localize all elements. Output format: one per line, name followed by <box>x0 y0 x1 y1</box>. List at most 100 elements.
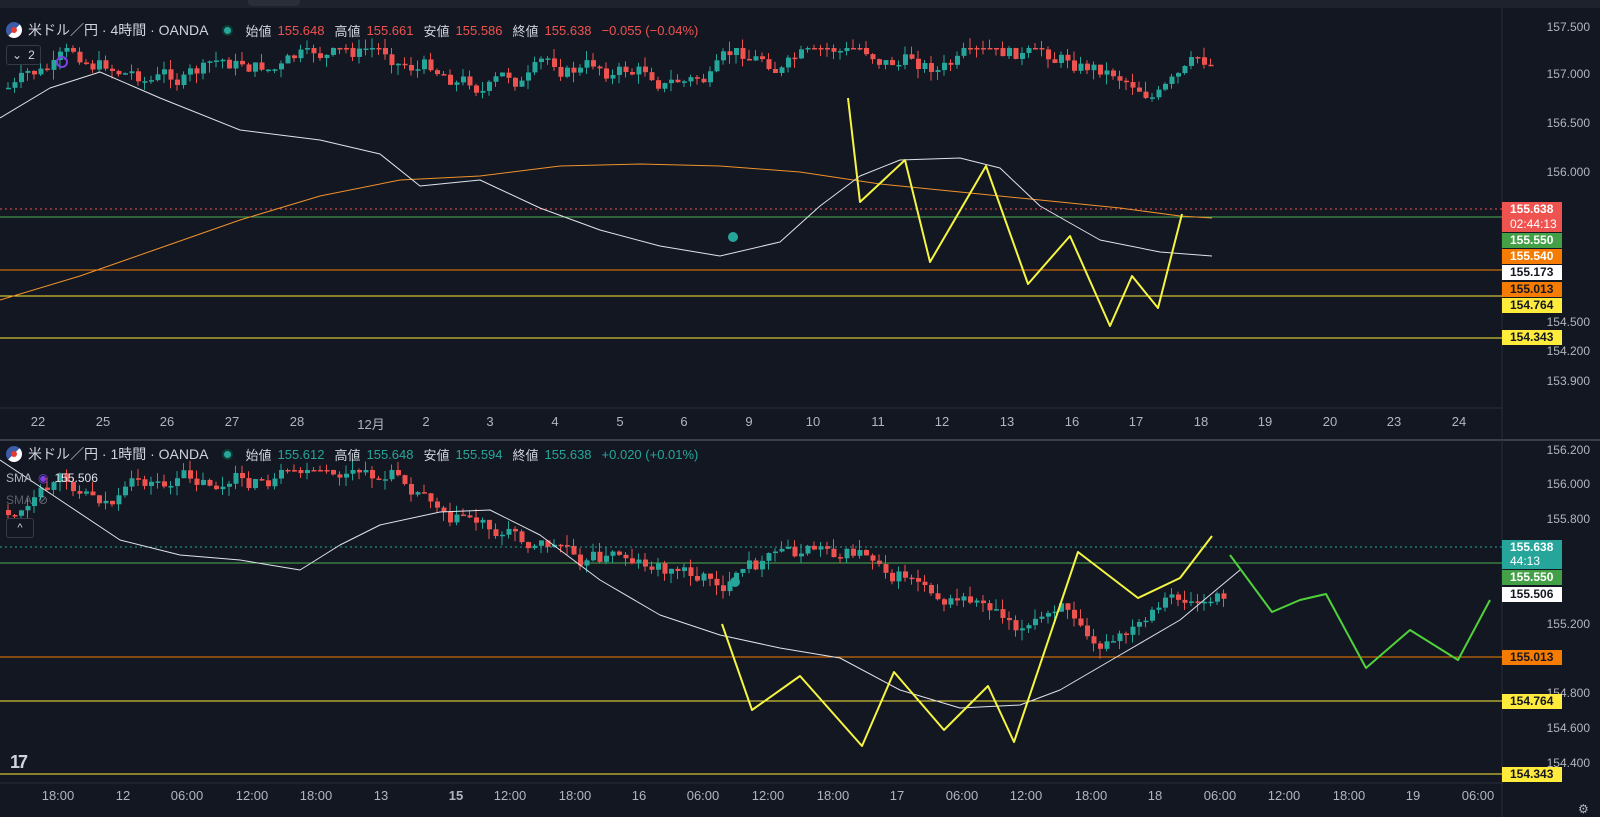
candle-1h <box>1026 625 1032 629</box>
candle-1h <box>480 519 486 523</box>
candle-1h <box>110 500 115 505</box>
x-tick: 5 <box>616 414 624 429</box>
candle-4h <box>1039 48 1045 50</box>
candle-4h <box>968 48 973 50</box>
candle-1h <box>441 507 447 512</box>
x-tick: 16 <box>1064 414 1080 429</box>
x-tick: 18:00 <box>41 788 75 803</box>
sync-icon[interactable] <box>55 55 69 69</box>
candle-1h <box>474 517 479 523</box>
candle-1h <box>506 528 512 535</box>
pane-divider[interactable] <box>0 439 1600 441</box>
x-tick: 22 <box>30 414 46 429</box>
candle-1h <box>753 560 759 570</box>
tradingview-logo[interactable]: 17 <box>10 752 28 772</box>
candle-1h <box>318 470 323 472</box>
candle-1h <box>656 563 661 570</box>
candle-1h <box>272 478 278 487</box>
x-tick: 06:00 <box>1461 788 1495 803</box>
candle-4h <box>376 48 382 50</box>
chart-pane-4h[interactable]: 米ドル／円 · 4時間 · OANDA 始値 155.648 高値 155.661 … <box>0 8 1600 440</box>
candle-4h <box>188 68 193 75</box>
candle-4h <box>71 48 76 52</box>
candle-1h <box>578 554 583 566</box>
candle-1h <box>708 573 713 579</box>
x-tick: 12:00 <box>1267 788 1301 803</box>
candle-4h <box>136 71 141 82</box>
trend-drawing-yellow <box>847 97 1183 327</box>
candle-1h <box>136 478 141 480</box>
candle-4h <box>831 48 837 52</box>
candle-1h <box>1020 628 1025 631</box>
candle-4h <box>649 72 655 81</box>
candle-1h <box>760 560 765 570</box>
y-tick: 156.200 <box>1546 443 1590 457</box>
candle-1h <box>584 560 590 566</box>
candle-1h <box>77 491 83 494</box>
candle-1h <box>428 493 434 502</box>
yellow-line-price-label: 154.764 <box>1502 298 1562 313</box>
candle-1h <box>350 470 356 474</box>
candle-4h <box>383 48 388 55</box>
candle-1h <box>922 581 928 586</box>
candle-4h <box>656 80 661 89</box>
toolbar-handle[interactable] <box>248 0 300 6</box>
candle-4h <box>708 71 713 83</box>
sma-label: SMA <box>6 471 33 485</box>
eye-off-icon[interactable]: ⊘ <box>38 493 49 507</box>
candle-1h <box>1221 593 1227 599</box>
candle-1h <box>409 483 414 495</box>
symbol-title[interactable]: 米ドル／円 · 4時間 · OANDA <box>28 22 209 38</box>
current-price-label: 155.638 <box>1502 202 1562 217</box>
candle-4h <box>883 60 889 65</box>
candle-4h <box>1117 76 1123 81</box>
candle-4h <box>929 63 934 72</box>
candle-4h <box>565 67 570 77</box>
candle-1h <box>916 578 921 582</box>
candle-1h <box>402 475 408 484</box>
candle-1h <box>461 514 466 517</box>
sma-legend-row[interactable]: SMA ◉ 155.506 <box>6 471 98 485</box>
candle-1h <box>149 481 154 486</box>
candle-4h <box>220 59 226 62</box>
settings-icon[interactable]: ◉ <box>38 471 49 485</box>
candle-1h <box>1039 616 1045 619</box>
candle-4h <box>415 69 421 71</box>
x-tick: 15 <box>448 788 464 803</box>
candle-1h <box>909 577 915 580</box>
candle-4h <box>396 63 401 66</box>
candle-4h <box>357 48 362 57</box>
symbol-title[interactable]: 米ドル／円 · 1時間 · OANDA <box>28 446 209 462</box>
chart-pane-1h[interactable]: 米ドル／円 · 1時間 · OANDA 始値 155.612 高値 155.648 … <box>0 440 1600 817</box>
candle-4h <box>1124 80 1129 83</box>
candle-4h <box>812 48 817 50</box>
candle-4h <box>253 62 258 72</box>
candle-4h <box>123 73 128 75</box>
candle-4h <box>493 76 499 82</box>
candle-4h <box>337 48 343 50</box>
countdown-label: 02:44:13 <box>1502 217 1562 232</box>
candle-1h <box>227 483 232 487</box>
high-label: 高値 <box>334 447 361 463</box>
candle-1h <box>669 568 674 574</box>
candle-1h <box>357 470 362 473</box>
candle-4h <box>77 51 83 63</box>
chart-canvas-1h[interactable] <box>0 440 1600 817</box>
indicators-toggle-button[interactable]: ⌄ 2 <box>6 45 41 65</box>
candle-4h <box>857 48 863 50</box>
green-line-price-label: 155.550 <box>1502 570 1562 585</box>
collapse-legend-button[interactable]: ^ <box>6 518 34 538</box>
candle-4h <box>175 79 180 86</box>
close-value: 155.638 <box>544 446 592 462</box>
candle-1h <box>454 514 460 523</box>
candle-4h <box>675 79 681 83</box>
candle-1h <box>12 515 18 517</box>
candle-4h <box>422 59 427 70</box>
gear-icon[interactable]: ⚙ <box>1578 802 1589 816</box>
chart-canvas-4h[interactable] <box>0 8 1600 440</box>
sma-legend-row-hidden[interactable]: SMA ⊘ <box>6 493 48 507</box>
market-status-icon <box>222 24 234 36</box>
candle-1h <box>292 470 297 472</box>
candle-1h <box>207 479 213 486</box>
candle-4h <box>526 72 531 81</box>
